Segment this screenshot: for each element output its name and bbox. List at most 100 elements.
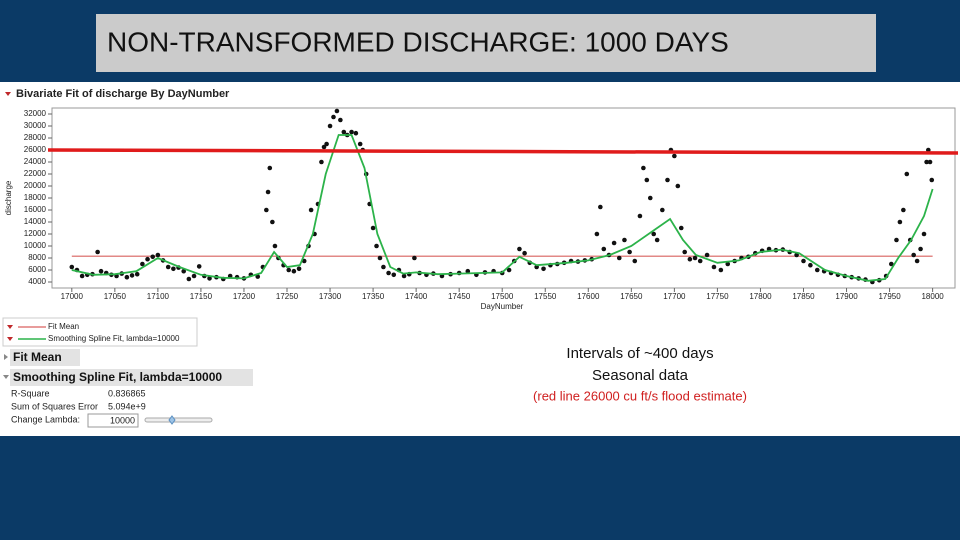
data-point [124,274,130,280]
data-point [338,117,343,123]
data-point [601,246,607,252]
section-title: Fit Mean [13,350,62,364]
y-tick-label: 8000 [28,253,46,262]
data-point [267,165,273,171]
data-point [888,261,894,267]
flood-line [47,148,959,155]
lambda-value: 10000 [110,415,135,425]
data-point [711,264,717,270]
x-tick-label: 17600 [577,292,600,301]
data-point [349,129,354,135]
data-point [353,130,359,136]
data-point [321,144,327,150]
note: Intervals of ~400 days [566,345,713,362]
legend-icon[interactable] [7,337,13,341]
data-point [196,264,202,269]
data-point [386,270,391,276]
y-tick-label: 30000 [24,121,47,130]
data-point [660,207,665,213]
y-tick-label: 22000 [24,169,47,178]
data-point [921,231,927,237]
data-point [412,255,417,261]
data-point [541,266,546,272]
section-toggle[interactable] [4,354,8,360]
data-point [651,231,657,237]
data-point [506,267,512,273]
legend-icon[interactable] [7,325,13,329]
data-point [308,207,314,213]
data-point [901,207,906,213]
lambda-slider[interactable] [144,417,213,423]
data-point [594,231,600,237]
data-point [687,256,693,262]
data-point [718,267,724,273]
stat-value: 5.094e+9 [108,401,146,411]
y-tick-label: 26000 [24,145,47,154]
section-title: Smoothing Spline Fit, lambda=10000 [13,370,222,384]
data-point [334,108,340,114]
data-point [894,237,899,243]
x-tick-label: 18000 [921,292,944,301]
data-point [692,255,698,261]
data-point [924,159,929,165]
legend-entry: Smoothing Spline Fit, lambda=10000 [48,334,180,343]
data-point [627,249,632,255]
data-point [672,153,677,159]
data-point [181,268,187,274]
x-tick-label: 17300 [319,292,342,301]
x-tick-label: 17450 [448,292,471,301]
stat-label: Sum of Squares Error [11,401,98,411]
data-point [814,267,820,273]
data-point [675,183,681,189]
data-point [914,258,920,264]
x-tick-label: 17150 [190,292,213,301]
section-toggle[interactable] [3,375,9,379]
data-point [897,219,903,225]
data-point [465,268,471,274]
data-point [918,246,923,252]
data-point [654,237,660,243]
data-point [145,256,150,262]
y-tick-label: 14000 [24,217,47,226]
data-point [725,261,731,267]
y-tick-label: 20000 [24,181,47,190]
stat-value: 0.836865 [108,388,146,398]
x-tick-label: 17800 [749,292,772,301]
y-tick-label: 16000 [24,205,47,214]
x-tick-label: 17700 [663,292,686,301]
data-point [401,273,407,279]
data-point [319,159,324,165]
slider-thumb[interactable] [168,415,176,425]
data-point [370,225,376,231]
data-point [391,272,397,278]
x-tick-label: 17900 [835,292,858,301]
data-point [611,240,617,246]
disclosure-icon[interactable] [5,92,11,96]
data-point [622,237,627,243]
data-point [264,207,269,213]
y-tick-label: 6000 [28,265,46,274]
x-tick-label: 17100 [147,292,170,301]
legend-entry: Fit Mean [48,322,79,331]
data-point [517,246,522,252]
data-point [191,273,197,279]
data-point [644,177,650,183]
legend-box [2,317,198,347]
x-tick-label: 17050 [104,292,127,301]
data-point [927,159,933,165]
data-point [801,258,806,264]
data-point [678,225,684,231]
data-point [377,255,383,261]
y-tick-label: 18000 [24,193,47,202]
data-point [911,252,916,258]
x-tick-label: 17400 [405,292,428,301]
x-tick-label: 17850 [792,292,815,301]
data-point [98,268,104,274]
spline-line [71,134,934,282]
data-point [286,267,292,273]
data-point [704,252,710,258]
x-tick-label: 17950 [878,292,901,301]
lambda-input[interactable] [87,413,139,428]
data-point [129,273,135,278]
